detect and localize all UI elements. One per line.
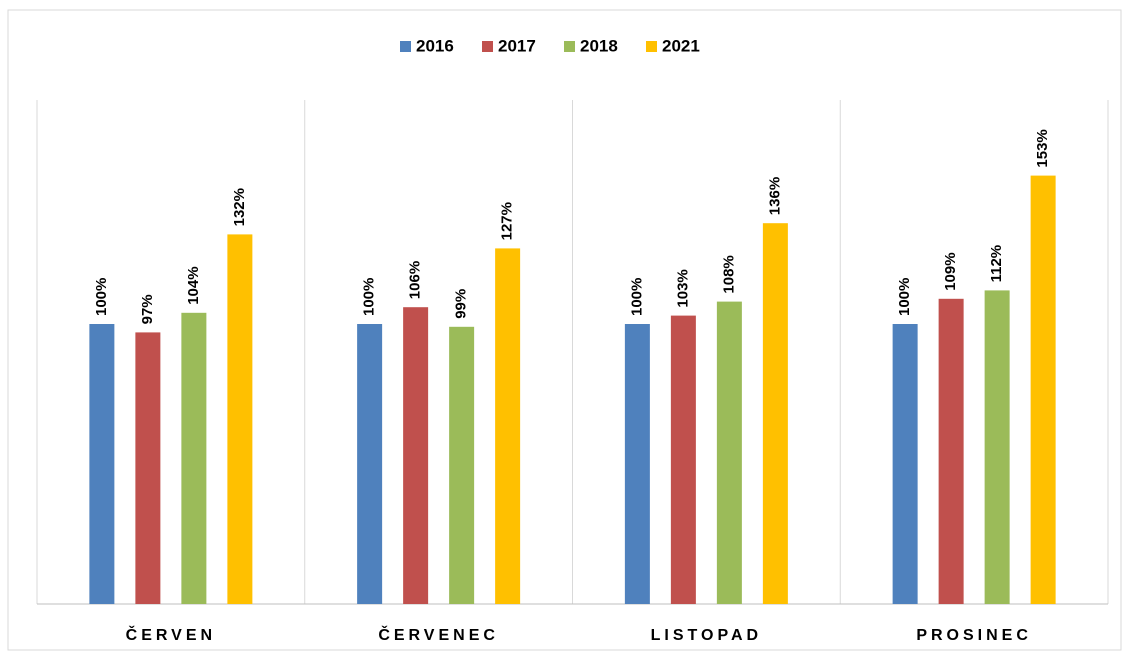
data-label: 100% xyxy=(628,278,645,316)
bar xyxy=(403,307,429,604)
x-tick-label: ČERVEN xyxy=(126,625,216,644)
bar xyxy=(89,324,115,604)
x-tick-label: ČERVENEC xyxy=(378,625,499,644)
legend-swatch xyxy=(482,41,493,52)
data-label: 100% xyxy=(93,278,110,316)
bar xyxy=(716,301,742,604)
data-label: 108% xyxy=(720,255,737,293)
legend-swatch xyxy=(646,41,657,52)
bar xyxy=(984,290,1010,604)
data-label: 100% xyxy=(361,278,378,316)
legend-label: 2017 xyxy=(498,36,536,55)
data-label: 104% xyxy=(185,266,202,304)
data-label: 100% xyxy=(896,278,913,316)
legend-swatch xyxy=(400,41,411,52)
bar xyxy=(762,223,788,604)
bar xyxy=(227,234,253,604)
bar xyxy=(495,248,521,604)
data-label: 99% xyxy=(453,289,470,319)
bar xyxy=(938,298,964,604)
bar xyxy=(892,324,918,604)
bar xyxy=(624,324,650,604)
bar xyxy=(449,326,475,604)
data-label: 106% xyxy=(407,261,424,299)
data-label: 127% xyxy=(499,202,516,240)
x-tick-label: LISTOPAD xyxy=(651,627,762,644)
data-label: 132% xyxy=(231,188,248,226)
data-label: 153% xyxy=(1034,129,1051,167)
data-label: 109% xyxy=(942,252,959,290)
bar xyxy=(1030,175,1056,604)
legend-label: 2018 xyxy=(580,36,618,55)
data-label: 136% xyxy=(766,177,783,215)
x-tick-label: PROSINEC xyxy=(916,627,1032,644)
bar xyxy=(181,312,207,604)
legend-swatch xyxy=(564,41,575,52)
data-label: 103% xyxy=(674,269,691,307)
legend-label: 2016 xyxy=(416,36,454,55)
bar xyxy=(357,324,383,604)
data-label: 97% xyxy=(139,294,156,324)
data-label: 112% xyxy=(988,245,1005,283)
legend-label: 2021 xyxy=(662,36,700,55)
bar xyxy=(670,315,696,604)
bar xyxy=(135,332,161,604)
